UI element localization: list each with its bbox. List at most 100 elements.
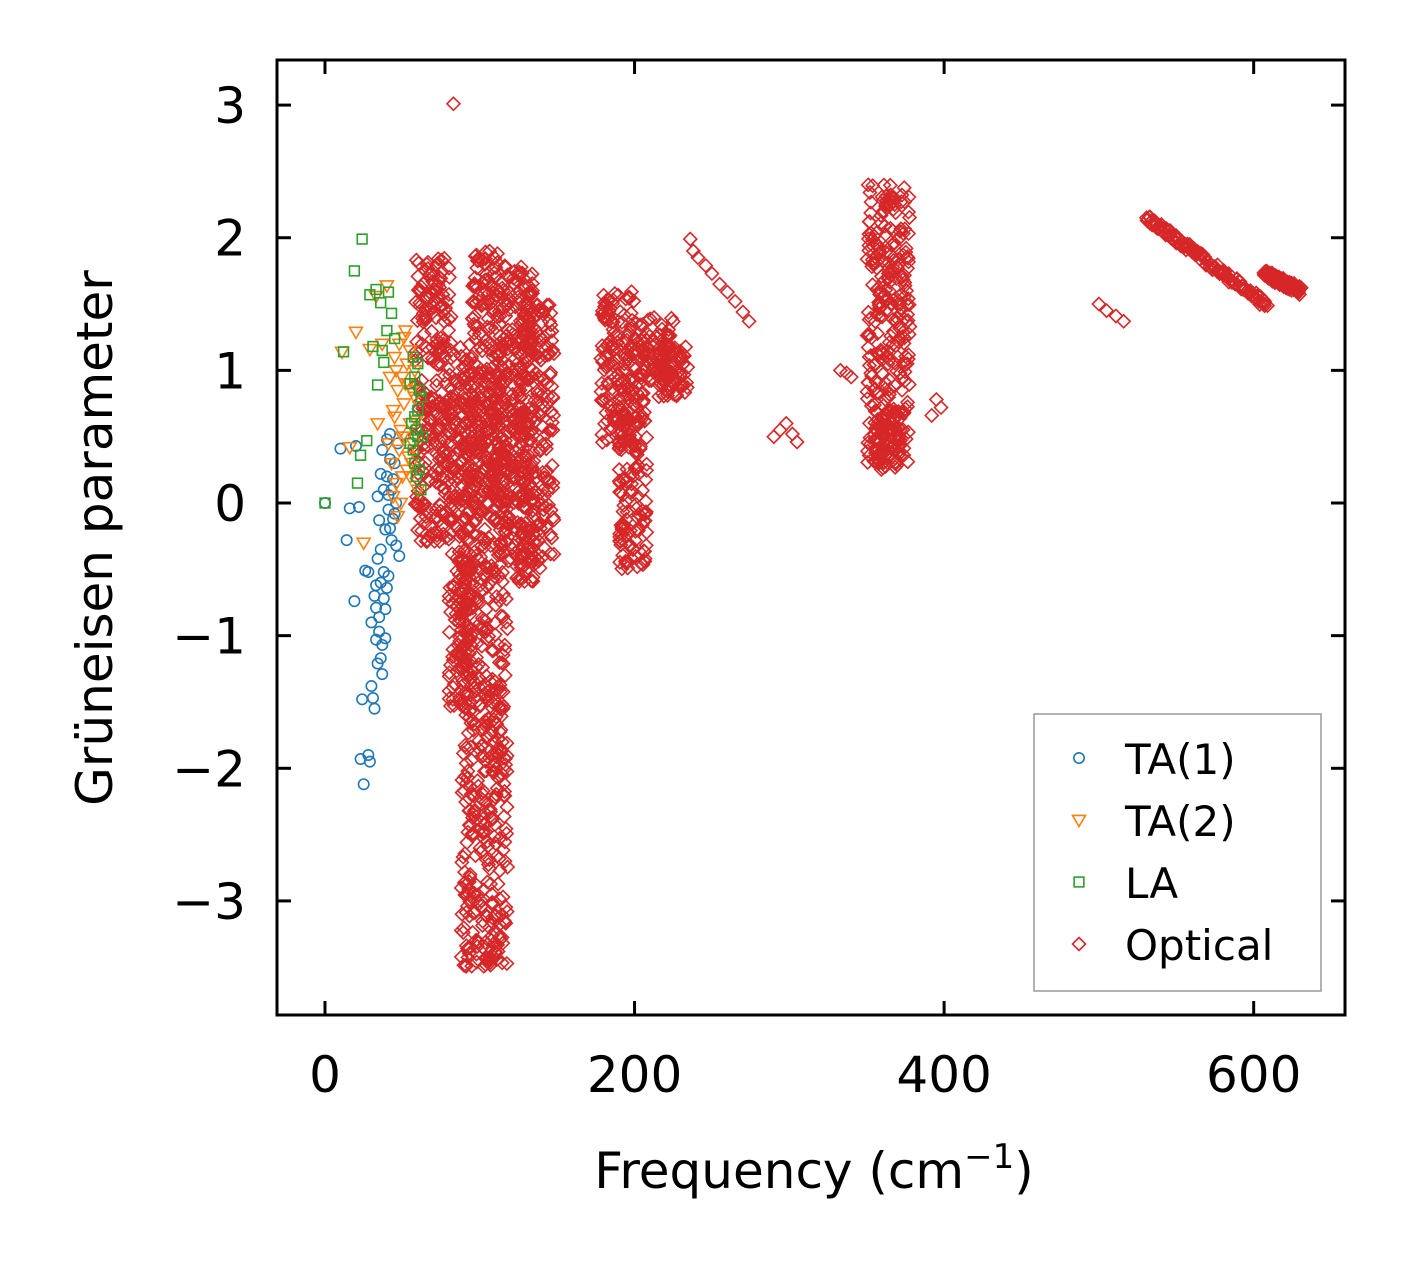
data-point xyxy=(376,668,389,681)
data-point xyxy=(620,356,636,372)
data-point xyxy=(365,680,378,693)
data-point xyxy=(897,356,914,373)
data-point xyxy=(483,913,500,929)
data-point xyxy=(1249,287,1266,304)
axis-ticks xyxy=(277,60,1345,1015)
data-point xyxy=(495,538,511,554)
data-point xyxy=(441,531,457,547)
data-point xyxy=(415,484,427,496)
data-point xyxy=(431,339,447,355)
data-point xyxy=(532,515,549,532)
data-point xyxy=(472,428,489,445)
data-point xyxy=(419,256,435,272)
data-point xyxy=(883,328,899,344)
data-point xyxy=(490,435,507,451)
data-point xyxy=(370,601,383,614)
data-point xyxy=(455,924,471,941)
data-point xyxy=(453,683,469,699)
data-point xyxy=(463,694,479,710)
data-point xyxy=(617,553,634,570)
data-point xyxy=(468,548,484,564)
data-point xyxy=(901,189,917,205)
data-point xyxy=(881,352,898,368)
data-point xyxy=(483,336,499,352)
data-point xyxy=(472,446,488,463)
data-point xyxy=(619,332,635,348)
data-point xyxy=(900,250,916,266)
data-point xyxy=(458,886,474,902)
data-point xyxy=(924,407,940,424)
data-point xyxy=(455,407,471,423)
data-point xyxy=(874,309,890,325)
data-point xyxy=(474,297,491,313)
data-point xyxy=(385,491,401,505)
data-point xyxy=(370,283,382,296)
data-point xyxy=(497,853,513,869)
data-point xyxy=(513,259,529,275)
data-point xyxy=(778,415,794,432)
data-point xyxy=(521,447,537,464)
data-point xyxy=(611,440,627,456)
data-point xyxy=(490,747,506,763)
data-point xyxy=(498,899,514,915)
data-point xyxy=(489,255,505,271)
data-point xyxy=(525,453,542,469)
data-point xyxy=(471,439,487,456)
data-point xyxy=(632,441,648,457)
data-point xyxy=(541,423,558,439)
data-point xyxy=(616,433,632,449)
data-point xyxy=(382,503,395,516)
data-point xyxy=(498,915,514,931)
data-point xyxy=(665,359,681,376)
data-point xyxy=(446,347,462,364)
data-point xyxy=(542,527,559,543)
data-point xyxy=(456,510,472,526)
data-point xyxy=(511,264,527,280)
data-point xyxy=(348,326,364,340)
data-point xyxy=(530,553,547,569)
data-point xyxy=(541,313,558,329)
data-point xyxy=(635,395,651,411)
data-point xyxy=(896,180,912,196)
data-point xyxy=(441,665,457,681)
data-point xyxy=(371,552,384,565)
data-point xyxy=(410,282,426,298)
data-point xyxy=(357,778,370,791)
plot-area-frame xyxy=(275,58,1347,1017)
data-point xyxy=(461,908,478,924)
data-point xyxy=(429,373,445,389)
data-point xyxy=(616,497,632,514)
data-point xyxy=(1158,221,1175,237)
data-point xyxy=(512,406,528,422)
data-point xyxy=(1091,296,1107,312)
data-point xyxy=(594,303,611,319)
data-point xyxy=(485,642,501,659)
data-point xyxy=(523,284,539,301)
data-point xyxy=(391,444,408,459)
data-point xyxy=(457,575,473,591)
data-point xyxy=(1099,303,1115,319)
data-point xyxy=(501,284,517,300)
data-point xyxy=(900,424,916,440)
data-point xyxy=(673,350,689,366)
data-point xyxy=(491,850,507,867)
data-point xyxy=(397,325,414,339)
data-point xyxy=(642,311,658,327)
data-point xyxy=(434,345,450,361)
data-point xyxy=(613,381,629,397)
data-point xyxy=(362,749,375,762)
data-point xyxy=(513,516,529,532)
data-point xyxy=(534,395,550,411)
data-point xyxy=(412,358,424,370)
data-point xyxy=(881,255,897,271)
data-point xyxy=(609,334,626,351)
legend-label-ta1: TA(1) xyxy=(1124,735,1236,784)
data-point xyxy=(784,426,801,442)
data-point xyxy=(673,353,689,369)
data-point xyxy=(623,476,640,492)
data-point xyxy=(491,283,507,299)
data-point xyxy=(862,184,878,201)
data-point xyxy=(441,588,457,604)
data-point xyxy=(1291,280,1307,297)
data-point xyxy=(383,522,396,535)
